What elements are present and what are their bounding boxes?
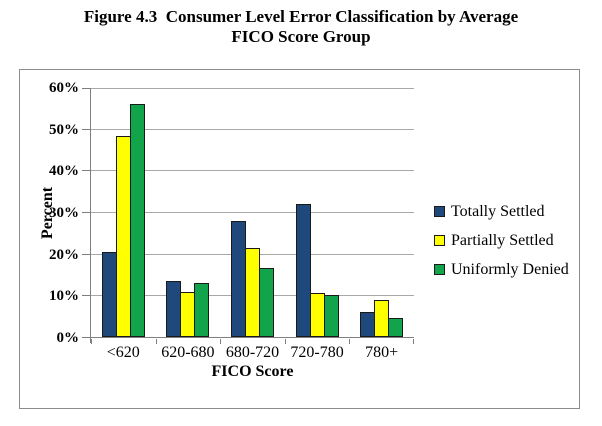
y-axis-tick xyxy=(82,337,90,338)
legend-item-uniformly-denied: Uniformly Denied xyxy=(434,260,569,279)
y-axis-line xyxy=(90,88,91,343)
x-axis-tick xyxy=(284,339,286,344)
legend-swatch-totally-settled xyxy=(434,206,445,217)
x-tick-label: 780+ xyxy=(365,344,399,361)
gridline xyxy=(91,212,414,213)
gridline xyxy=(91,170,414,172)
bar-uniformly-denied-0 xyxy=(129,103,145,337)
bar-uniformly-denied-1 xyxy=(194,283,210,337)
bar-totally-settled-3 xyxy=(295,203,311,337)
y-axis-tick xyxy=(82,128,90,130)
y-axis-tick xyxy=(82,253,90,255)
bar-totally-settled-4 xyxy=(360,311,376,337)
plot-area: <620 620-680 680-720 720-780 780+ 0% 10% 20% 30… xyxy=(49,80,414,361)
y-tick-label: 10% xyxy=(49,288,79,305)
x-axis-tick xyxy=(91,339,92,344)
bar-totally-settled-0 xyxy=(101,251,117,337)
bar-partially-settled-4 xyxy=(374,299,390,337)
legend-swatch-partially-settled xyxy=(434,235,445,246)
y-tick-label: 20% xyxy=(49,246,79,263)
y-tick-label: 0% xyxy=(56,330,80,346)
x-tick-label: 720-780 xyxy=(290,344,344,361)
y-axis-title: Percent xyxy=(39,186,56,240)
y-tick-label: 60% xyxy=(49,80,79,96)
x-axis-tick xyxy=(220,339,222,344)
legend-label: Partially Settled xyxy=(451,232,554,249)
y-tick-label: 30% xyxy=(49,205,79,221)
bar-totally-settled-1 xyxy=(166,281,182,337)
bar-partially-settled-0 xyxy=(115,136,131,337)
bar-partially-settled-3 xyxy=(309,292,325,337)
bar-uniformly-denied-3 xyxy=(323,294,339,337)
chart-title: Figure 4.3 Consumer Level Error Classifi… xyxy=(0,7,602,47)
x-axis-line xyxy=(82,337,414,338)
bar-uniformly-denied-2 xyxy=(259,268,274,337)
legend-item-partially-settled: Partially Settled xyxy=(434,231,569,250)
y-axis-tick xyxy=(82,88,90,89)
legend-label: Totally Settled xyxy=(451,203,545,220)
bar-partially-settled-2 xyxy=(245,247,260,337)
legend-swatch-uniformly-denied xyxy=(434,264,445,275)
x-axis-title: FICO Score xyxy=(211,363,294,380)
chart-frame: <620 620-680 680-720 720-780 780+ 0% 10% 20% 30… xyxy=(19,69,580,409)
bar-partially-settled-1 xyxy=(180,292,196,337)
legend-label: Uniformly Denied xyxy=(451,261,569,278)
x-axis-tick xyxy=(349,339,351,344)
y-axis-tick xyxy=(82,295,90,297)
legend: Totally Settled Partially Settled Uniforml… xyxy=(434,202,569,289)
x-axis-tick xyxy=(413,339,414,344)
y-axis-tick xyxy=(82,170,90,172)
legend-item-totally-settled: Totally Settled xyxy=(434,202,569,221)
gridline xyxy=(91,128,414,130)
x-tick-label: <620 xyxy=(106,344,140,361)
y-axis-tick xyxy=(82,212,90,213)
y-tick-label: 50% xyxy=(49,121,79,138)
chart-title-line-1: Figure 4.3 Consumer Level Error Classifi… xyxy=(83,7,519,26)
y-tick-label: 40% xyxy=(49,163,79,180)
x-tick-label: 680-720 xyxy=(225,344,280,361)
x-axis-tick xyxy=(155,339,157,344)
gridline xyxy=(91,88,414,89)
x-tick-label: 620-680 xyxy=(161,344,215,361)
chart-title-line-2: FICO Score Group xyxy=(231,27,371,46)
bar-totally-settled-2 xyxy=(231,221,246,337)
bar-uniformly-denied-4 xyxy=(388,318,404,337)
